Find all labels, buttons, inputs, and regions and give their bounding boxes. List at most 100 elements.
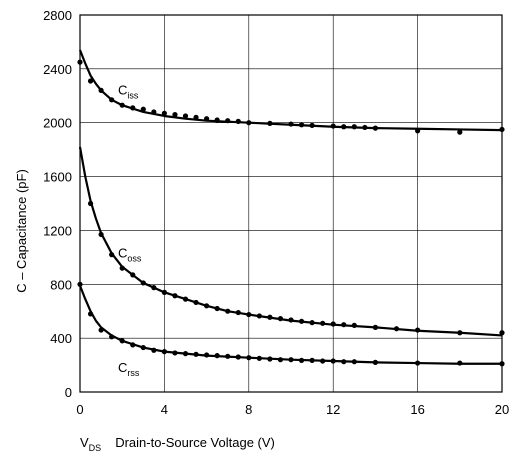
- data-point: [119, 102, 125, 108]
- data-point: [267, 120, 273, 126]
- data-point: [225, 308, 231, 314]
- data-point: [235, 354, 241, 360]
- data-point: [267, 314, 273, 320]
- data-point: [256, 355, 262, 361]
- x-tick-label: 0: [76, 402, 83, 417]
- data-point: [225, 118, 231, 124]
- data-point: [98, 87, 104, 93]
- series-iss: [77, 49, 505, 135]
- data-point: [225, 353, 231, 359]
- data-point: [457, 129, 463, 135]
- data-point: [309, 320, 315, 326]
- data-point: [298, 357, 305, 363]
- data-point: [109, 334, 115, 340]
- data-point: [393, 326, 400, 332]
- data-point: [119, 338, 125, 344]
- data-point: [172, 293, 178, 299]
- data-point: [161, 289, 167, 295]
- series-label-main: C: [118, 82, 127, 97]
- data-point: [309, 122, 315, 129]
- data-point: [320, 320, 326, 326]
- grid-lines: [79, 14, 503, 393]
- data-point: [246, 311, 252, 318]
- series-line-oss: [78, 146, 503, 337]
- data-point: [109, 252, 115, 258]
- series-label-sub: rss: [127, 368, 139, 378]
- data-point: [182, 296, 189, 302]
- data-point: [193, 351, 199, 357]
- series-oss: [78, 146, 505, 337]
- data-point: [151, 347, 157, 353]
- data-point: [372, 359, 378, 365]
- plot-frame: [79, 14, 503, 393]
- data-point: [457, 330, 463, 336]
- data-point: [330, 358, 336, 364]
- data-point: [172, 350, 178, 356]
- data-point: [140, 344, 146, 351]
- x-axis-label-v: V: [80, 435, 89, 450]
- data-point: [172, 112, 178, 118]
- series-layer: [77, 49, 505, 367]
- data-point: [288, 357, 294, 363]
- series-rss: [77, 281, 505, 367]
- data-point: [372, 324, 378, 330]
- y-tick-label: 2400: [43, 62, 72, 77]
- data-point: [204, 303, 210, 309]
- data-point: [457, 360, 463, 366]
- x-tick-label: 20: [495, 402, 509, 417]
- data-point: [182, 113, 189, 119]
- series-label-main: C: [118, 245, 127, 260]
- data-point: [87, 78, 94, 84]
- y-tick-label: 0: [65, 385, 72, 400]
- data-point: [415, 128, 421, 134]
- series-line-rss: [78, 285, 502, 365]
- data-point: [140, 106, 146, 112]
- data-point: [351, 359, 357, 365]
- tick-labels: 0 4 8 12 16 20 0 400 800 1200 1600 2000 2400 2800: [43, 8, 509, 417]
- data-point: [320, 358, 326, 364]
- data-point: [288, 121, 294, 127]
- series-label-rss: Crss: [118, 360, 140, 378]
- data-point: [130, 272, 136, 278]
- data-point: [214, 353, 220, 359]
- y-tick-label: 800: [50, 277, 72, 292]
- data-point: [151, 109, 157, 115]
- data-point: [362, 124, 368, 131]
- data-point: [235, 118, 241, 124]
- data-point: [98, 327, 104, 333]
- data-point: [415, 360, 421, 366]
- data-point: [161, 110, 167, 116]
- data-point: [277, 357, 284, 363]
- x-tick-label: 12: [326, 402, 340, 417]
- data-point: [298, 318, 305, 324]
- y-tick-label: 2800: [43, 8, 72, 23]
- data-point: [109, 97, 115, 103]
- data-point: [267, 356, 273, 362]
- data-point: [193, 114, 199, 120]
- data-point: [98, 231, 104, 238]
- x-tick-label: 4: [161, 402, 168, 417]
- data-point: [351, 322, 357, 328]
- data-point: [87, 311, 94, 317]
- data-point: [130, 342, 136, 348]
- data-point: [341, 359, 347, 365]
- series-label-sub: iss: [127, 90, 138, 100]
- data-point: [140, 280, 146, 286]
- data-point: [288, 317, 294, 323]
- x-tick-label: 8: [245, 402, 252, 417]
- data-point: [309, 357, 315, 363]
- data-point: [341, 322, 347, 328]
- series-label-sub: oss: [127, 253, 142, 263]
- data-point: [415, 327, 421, 333]
- data-point: [330, 123, 336, 129]
- series-label-main: C: [118, 360, 127, 375]
- data-point: [130, 105, 136, 111]
- y-tick-label: 400: [50, 331, 72, 346]
- data-point: [204, 116, 210, 122]
- data-point: [151, 285, 157, 291]
- data-point: [372, 125, 378, 131]
- data-point: [87, 200, 94, 207]
- x-axis-label-sub: DS: [89, 443, 102, 453]
